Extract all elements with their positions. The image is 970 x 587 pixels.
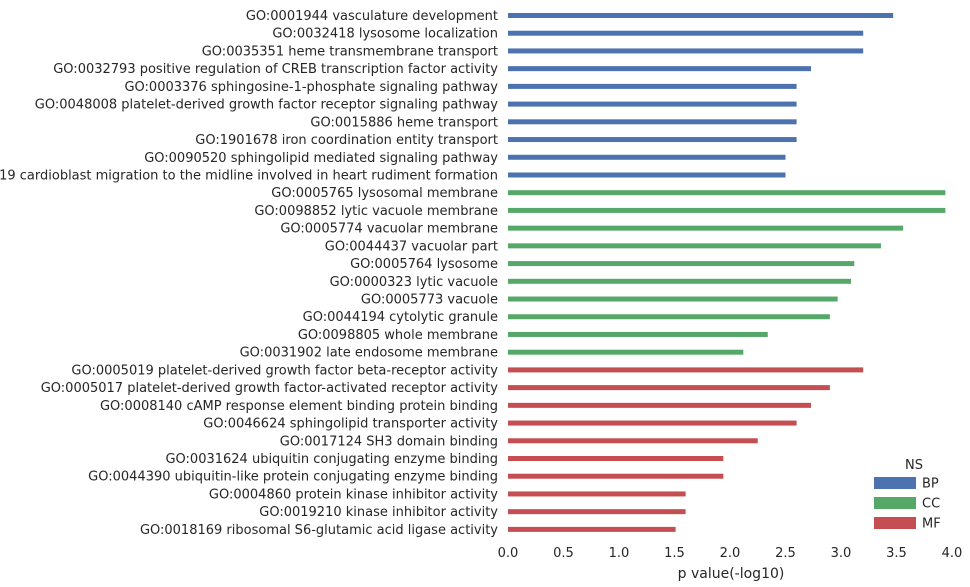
x-tick-label: 3.5 [886, 546, 907, 561]
bar-mf [508, 385, 830, 391]
category-label: GO:0032793 positive regulation of CREB t… [53, 62, 498, 77]
category-label: GO:0046624 sphingolipid transporter acti… [203, 417, 498, 432]
bar-cc [508, 349, 744, 355]
bar-mf [508, 367, 864, 373]
category-label: GO:0017124 SH3 domain binding [280, 434, 498, 449]
category-label: GO:0005765 lysosomal membrane [271, 186, 498, 201]
category-label: GO:0048008 platelet-derived growth facto… [35, 98, 499, 113]
x-axis-label: p value(-log10) [678, 566, 785, 582]
x-tick-label: 2.0 [720, 546, 741, 561]
bar-bp [508, 83, 797, 89]
bar-mf [508, 509, 686, 515]
x-tick-label: 0.0 [498, 546, 519, 561]
bar-mf [508, 456, 724, 461]
bar-bp [508, 172, 786, 178]
bars-group [508, 13, 946, 532]
bar-mf [508, 526, 676, 532]
category-label: GO:0003319 cardioblast migration to the … [0, 168, 498, 183]
category-label: GO:0018169 ribosomal S6-glutamic acid li… [140, 523, 498, 538]
bar-cc [508, 243, 881, 249]
bar-mf [508, 438, 758, 444]
x-tick-label: 0.5 [553, 546, 574, 561]
bar-bp [508, 137, 797, 143]
x-tick-label: 2.5 [775, 546, 796, 561]
category-label: GO:0005774 vacuolar membrane [280, 222, 498, 237]
bar-mf [508, 491, 686, 497]
category-label: GO:0004860 protein kinase inhibitor acti… [209, 487, 498, 502]
category-label: GO:0000323 lytic vacuole [330, 275, 498, 290]
category-label: GO:0005764 lysosome [350, 257, 498, 272]
bar-bp [508, 48, 864, 54]
category-label: GO:0035351 heme transmembrane transport [202, 44, 498, 59]
category-label: GO:0001944 vasculature development [246, 9, 498, 24]
legend: NS BP CC MF [874, 458, 941, 532]
bar-bp [508, 101, 797, 107]
bar-cc [508, 331, 768, 337]
category-label: GO:1901678 iron coordination entity tran… [195, 133, 498, 148]
bar-mf [508, 402, 812, 408]
legend-swatch-mf [874, 517, 916, 529]
bar-bp [508, 13, 894, 18]
category-label: GO:0019210 kinase inhibitor activity [259, 505, 498, 520]
category-label: GO:0044390 ubiquitin-like protein conjug… [88, 470, 498, 485]
bar-bp [508, 154, 786, 160]
legend-swatch-cc [874, 497, 916, 509]
category-label: GO:0008140 cAMP response element binding… [100, 399, 498, 414]
bar-cc [508, 225, 904, 231]
bar-cc [508, 261, 855, 267]
bar-bp [508, 119, 797, 125]
category-label: GO:0044437 vacuolar part [325, 239, 498, 254]
category-label: GO:0015886 heme transport [310, 115, 498, 130]
legend-label-mf: MF [922, 517, 941, 532]
category-label: GO:0031624 ubiquitin conjugating enzyme … [165, 452, 498, 467]
category-labels-group: GO:0001944 vasculature development GO:003… [0, 9, 498, 538]
bar-mf [508, 420, 797, 426]
bar-cc [508, 314, 830, 320]
x-tick-label: 1.5 [664, 546, 685, 561]
legend-label-bp: BP [922, 477, 939, 492]
category-label: GO:0005773 vacuole [361, 293, 498, 308]
bar-bp [508, 30, 864, 36]
bar-mf [508, 473, 724, 479]
x-tick-label: 3.0 [831, 546, 852, 561]
bar-cc [508, 296, 838, 302]
bar-cc [508, 207, 946, 213]
category-label: GO:0098852 lytic vacuole membrane [254, 204, 498, 219]
category-label: GO:0003376 sphingosine-1-phosphate signa… [124, 80, 498, 95]
legend-swatch-bp [874, 477, 916, 489]
category-label: GO:0098805 whole membrane [298, 328, 498, 343]
category-label: GO:0044194 cytolytic granule [303, 310, 498, 325]
bar-cc [508, 190, 946, 196]
category-label: GO:0032418 lysosome localization [272, 27, 498, 42]
x-tick-label: 1.0 [609, 546, 630, 561]
category-label: GO:0031902 late endosome membrane [240, 346, 498, 361]
bar-bp [508, 66, 812, 72]
x-axis-ticks-group: 0.0 0.5 1.0 1.5 2.0 2.5 3.0 3.5 4.0 [498, 546, 963, 561]
category-label: GO:0005019 platelet-derived growth facto… [71, 363, 498, 378]
category-label: GO:0005017 platelet-derived growth facto… [41, 381, 499, 396]
x-tick-label: 4.0 [942, 546, 963, 561]
bar-cc [508, 278, 851, 284]
category-label: GO:0090520 sphingolipid mediated signali… [144, 151, 498, 166]
legend-label-cc: CC [922, 497, 940, 512]
legend-title: NS [905, 458, 923, 473]
